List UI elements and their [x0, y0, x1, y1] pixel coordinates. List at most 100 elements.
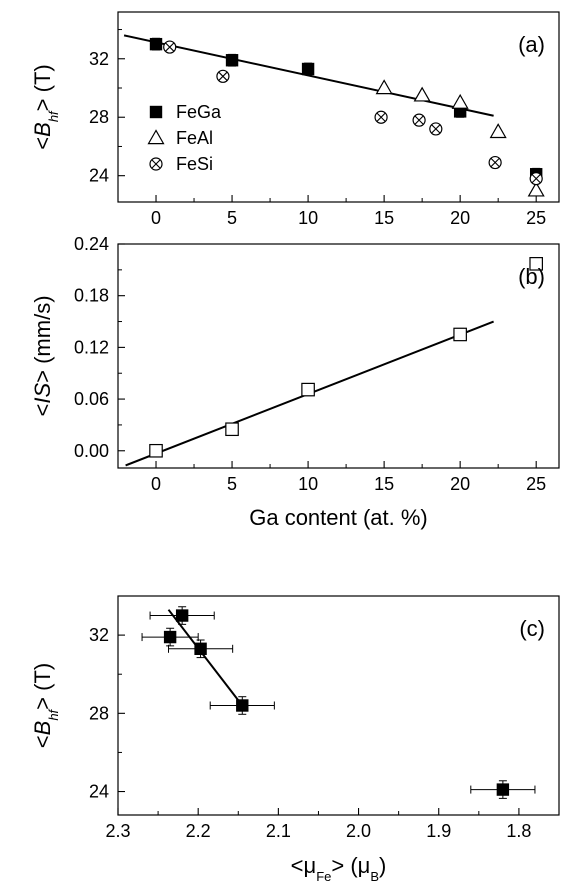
- x-tick-label: 15: [374, 208, 394, 228]
- legend-marker: [147, 129, 165, 145]
- x-tick-label: 0: [151, 208, 161, 228]
- x-axis-label-part: Fe: [316, 869, 331, 884]
- data-point: [301, 382, 315, 397]
- data-point: [163, 40, 177, 54]
- x-axis-label-part: B: [370, 869, 379, 884]
- data-point: [527, 181, 545, 197]
- data-point: [149, 443, 163, 458]
- x-axis-label-part: > (μ: [331, 853, 370, 878]
- legend-label: FeGa: [176, 102, 222, 122]
- y-axis-label-part: IS: [30, 383, 55, 404]
- y-tick-label: 0.24: [74, 234, 109, 254]
- data-point: [429, 122, 443, 136]
- y-axis-label-part: B: [30, 721, 55, 736]
- data-point-x2: [414, 115, 424, 125]
- data-point: [489, 123, 507, 139]
- data-point: [301, 62, 315, 76]
- data-point-x2: [431, 124, 441, 134]
- y-axis-label-part: <: [30, 735, 55, 748]
- legend-label: FeAl: [176, 128, 213, 148]
- y-tick-label: 0.18: [74, 286, 109, 306]
- data-point: [175, 609, 189, 622]
- x-tick-label: 1.9: [426, 821, 451, 841]
- data-point: [496, 783, 510, 796]
- data-point: [413, 86, 431, 102]
- y-axis-label-part: > (T): [30, 64, 55, 111]
- legend-marker: [149, 157, 163, 171]
- panel-label: (a): [518, 32, 545, 57]
- x-tick-label: 2.0: [346, 821, 371, 841]
- x-tick-label: 25: [526, 208, 546, 228]
- data-point: [488, 155, 502, 170]
- x-tick-label: 25: [526, 474, 546, 494]
- x-tick-label: 15: [374, 474, 394, 494]
- series-fesi: [163, 40, 543, 186]
- x-tick-label: 0: [151, 474, 161, 494]
- y-tick-label: 24: [89, 166, 109, 186]
- x-tick-label: 2.2: [186, 821, 211, 841]
- y-axis-label-part: <: [30, 137, 55, 150]
- y-axis-label-part: <: [30, 404, 55, 417]
- data-point: [529, 257, 543, 271]
- y-axis-label-part: > (T): [30, 663, 55, 710]
- y-axis-label-part: > (mm/s): [30, 295, 55, 382]
- x-axis-label-part: ): [379, 853, 386, 878]
- y-tick-label: 32: [89, 625, 109, 645]
- plot-frame-a: [117, 11, 560, 203]
- fit-line: [123, 34, 494, 117]
- data-point: [216, 69, 230, 83]
- data-point: [163, 630, 177, 644]
- y-axis-label: <IS> (mm/s): [30, 295, 55, 416]
- y-tick-label: 32: [89, 49, 109, 69]
- x-axis-label: Ga content (at. %): [249, 505, 428, 530]
- y-tick-label: 28: [89, 107, 109, 127]
- x-tick-label: 10: [298, 474, 318, 494]
- fit-line: [167, 609, 244, 707]
- x-tick-label: 20: [450, 208, 470, 228]
- data-point: [225, 54, 239, 67]
- y-axis-label-part: hf: [46, 110, 61, 122]
- x-tick-label: 2.3: [105, 821, 130, 841]
- x-tick-label: 5: [227, 208, 237, 228]
- data-point: [236, 699, 249, 712]
- panel-a: 0 5 10 15 20 25 24 28 32 (a) <Bhf> (T): [30, 11, 560, 228]
- panel-label: (c): [519, 616, 545, 641]
- legend-marker: [149, 105, 163, 119]
- data-point-x2: [376, 112, 386, 122]
- legend-label: FeSi: [176, 154, 213, 174]
- y-axis-label-part: hf: [46, 708, 61, 720]
- data-point: [374, 110, 388, 124]
- legend-marker-x2: [151, 159, 161, 169]
- data-point: [149, 37, 163, 51]
- y-axis-label-part: B: [30, 122, 55, 137]
- x-axis-label: <μFe> (μB): [291, 853, 387, 884]
- x-tick-label: 2.1: [266, 821, 291, 841]
- x-tick-label: 5: [227, 474, 237, 494]
- series-data: [141, 606, 536, 799]
- data-point: [194, 642, 207, 655]
- x-axis-label-part: μ: [304, 853, 317, 878]
- plot-frame-c: [117, 595, 560, 816]
- y-tick-label: 24: [89, 782, 109, 802]
- series-feal: [375, 79, 545, 197]
- y-axis-label: <Bhf> (T): [30, 663, 61, 748]
- data-point-x2: [531, 173, 541, 184]
- data-point: [225, 422, 239, 437]
- y-tick-label: 28: [89, 703, 109, 723]
- y-tick-label: 0.12: [74, 337, 109, 357]
- x-tick-label: 10: [298, 208, 318, 228]
- data-point-x2: [165, 42, 175, 52]
- x-tick-label: 1.8: [506, 821, 531, 841]
- y-tick-label: 0.00: [74, 441, 109, 461]
- plot-frame-b: [117, 243, 560, 469]
- data-point: [451, 93, 469, 109]
- legend: FeGa FeAl FeSi: [147, 102, 222, 174]
- y-axis-label: <Bhf> (T): [30, 64, 61, 149]
- data-point: [453, 327, 467, 342]
- panel-label: (b): [518, 264, 545, 289]
- x-tick-label: 20: [450, 474, 470, 494]
- x-axis-label-part: <: [291, 853, 304, 878]
- data-point: [529, 172, 543, 186]
